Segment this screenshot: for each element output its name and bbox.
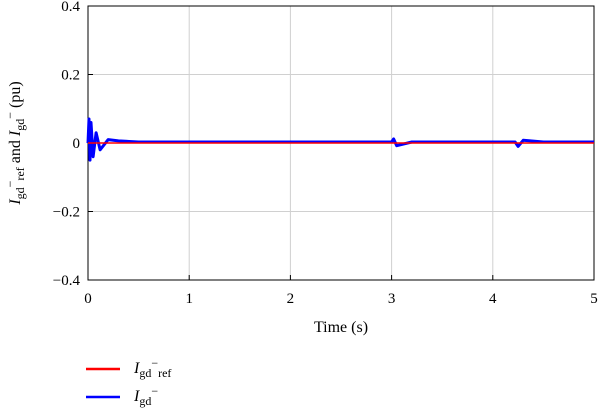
x-tick-label: 4 [489,291,497,307]
x-tick-label: 5 [590,291,598,307]
x-tick-label: 0 [84,291,92,307]
legend: Igd−ref Igd− [86,356,171,408]
series-line-actual [86,117,594,162]
legend-label-ref: Igd−ref [133,356,171,380]
y-axis-label: Igd−ref and Igd− (pu) [3,81,27,205]
x-tick-label: 1 [185,291,193,307]
y-tick-label: 0.4 [61,0,80,15]
y-tick-label: 0 [73,136,81,152]
x-axis-label: Time (s) [314,319,368,336]
x-tick-label: 2 [287,291,295,307]
y-tick-label: 0.2 [61,68,80,84]
y-tick-label: −0.4 [53,273,81,289]
y-tick-label: −0.2 [53,205,80,221]
x-tick-label: 3 [388,291,396,307]
tick-labels: 0 1 2 3 4 5 0.4 0.2 0 −0.2 −0.4 [53,0,598,307]
series-layer [86,117,594,162]
legend-label-actual: Igd− [133,384,158,408]
